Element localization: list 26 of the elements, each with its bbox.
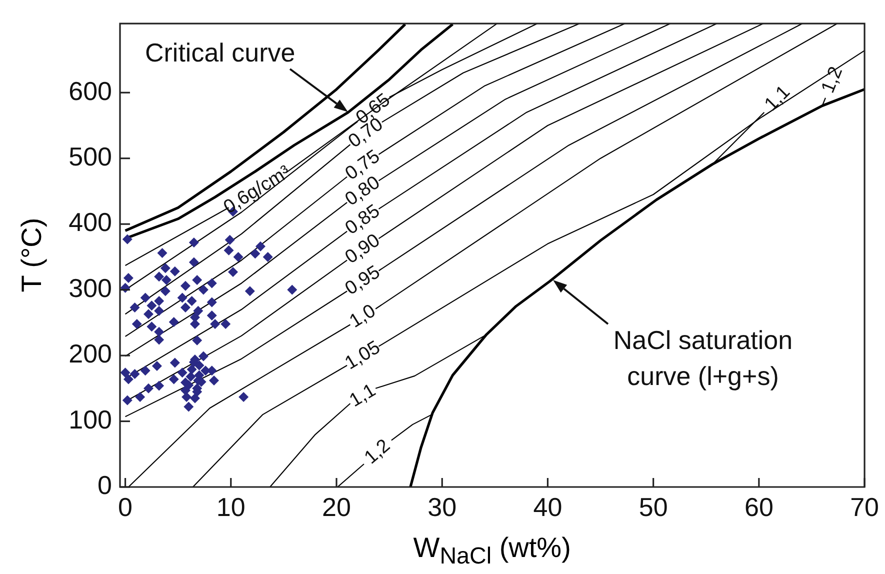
x-tick-label: 20 [322, 492, 351, 522]
y-axis-title: T (°C) [16, 218, 48, 293]
text: 0,95 [342, 262, 384, 300]
x-tick-label: 40 [533, 492, 562, 522]
text: 1,2 [818, 64, 848, 96]
annotation: Critical curve [144, 38, 296, 68]
text: 1,1 [760, 82, 794, 116]
x-tick-label: 10 [216, 492, 246, 522]
x-tick-label: 30 [428, 492, 457, 522]
text: 1,2 [360, 435, 394, 469]
x-tick-label: 70 [850, 492, 879, 522]
y-tick-label: 200 [68, 338, 112, 369]
x-tick-label: 50 [638, 492, 668, 522]
y-tick-label: 400 [68, 207, 112, 238]
y-tick-label: 600 [68, 76, 112, 106]
x-tick-label: 0 [118, 492, 133, 522]
x-tick-label: 60 [744, 492, 774, 522]
y-tick-label: 300 [68, 272, 112, 303]
text: 1,1 [346, 380, 380, 412]
x-axis-title: W$_{NaCl}$ (wt%) [413, 532, 571, 570]
text: 1,05 [342, 337, 384, 374]
annotation: NaCl saturation curve (l+g+s) [613, 325, 793, 392]
y-tick-label: 100 [68, 404, 112, 434]
y-tick-label: 0 [98, 470, 112, 500]
y-tick-label: 500 [68, 142, 112, 172]
text: 1,0 [346, 300, 380, 332]
